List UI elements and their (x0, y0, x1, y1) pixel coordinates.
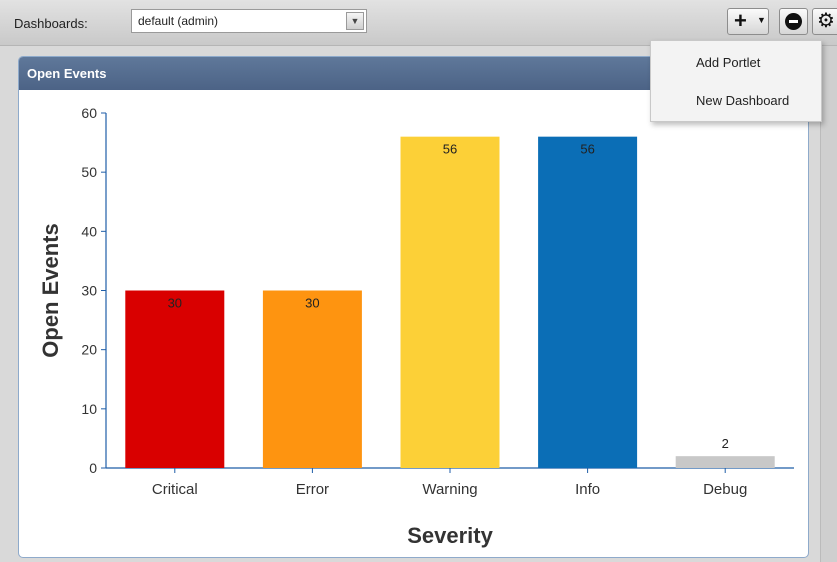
plus-icon: + (734, 8, 747, 33)
menu-item-new-dashboard[interactable]: New Dashboard (696, 93, 790, 108)
scrollbar[interactable] (820, 46, 837, 562)
y-axis-title: Open Events (38, 223, 63, 357)
remove-button[interactable] (779, 8, 808, 35)
data-label: 56 (580, 142, 594, 157)
dashboard-select[interactable]: default (admin) ▼ (131, 9, 367, 33)
data-label: 2 (722, 436, 729, 451)
dashboard-select-value: default (admin) (138, 14, 219, 28)
data-label: 56 (443, 142, 457, 157)
x-tick-label: Warning (422, 481, 477, 498)
y-tick-label: 60 (81, 105, 97, 121)
caret-down-icon: ▼ (757, 15, 766, 25)
y-tick-label: 40 (81, 223, 97, 239)
menu-item-add-portlet[interactable]: Add Portlet (696, 55, 761, 70)
x-tick-label: Debug (703, 481, 747, 498)
y-tick-label: 50 (81, 164, 97, 180)
gear-icon: ⚙ (817, 10, 835, 32)
bar-critical[interactable] (125, 290, 225, 469)
chevron-down-icon[interactable]: ▼ (346, 12, 364, 30)
bar-error[interactable] (262, 290, 362, 469)
y-tick-label: 20 (81, 342, 97, 358)
bar-chart: 0 10 20 30 40 50 60 30 Critical 30 Error 56 Warning 5… (38, 105, 794, 548)
open-events-portlet: Open Events 0 10 20 30 40 50 60 30 Critical 30 Err… (18, 56, 809, 558)
x-tick-label: Critical (152, 481, 198, 498)
x-axis-title: Severity (407, 523, 493, 548)
data-label: 30 (305, 296, 319, 311)
dashboards-label: Dashboards: (14, 16, 88, 31)
bar-info[interactable] (538, 136, 638, 468)
y-tick-label: 0 (89, 460, 97, 476)
y-tick-label: 30 (81, 283, 97, 299)
data-label: 30 (168, 296, 182, 311)
portlet-title: Open Events (27, 66, 107, 81)
minus-circle-icon (785, 13, 802, 30)
settings-button[interactable]: ⚙ (812, 8, 837, 35)
toolbar: Dashboards: default (admin) ▼ + ▼ ⚙ (0, 0, 837, 46)
y-tick-label: 10 (81, 401, 97, 417)
bar-warning[interactable] (400, 136, 500, 468)
x-tick-label: Error (296, 481, 329, 498)
x-tick-label: Info (575, 481, 600, 498)
add-dropdown-menu: Add Portlet New Dashboard (650, 40, 822, 122)
bar-debug[interactable] (675, 456, 775, 468)
add-menu-button[interactable]: + ▼ (727, 8, 769, 35)
